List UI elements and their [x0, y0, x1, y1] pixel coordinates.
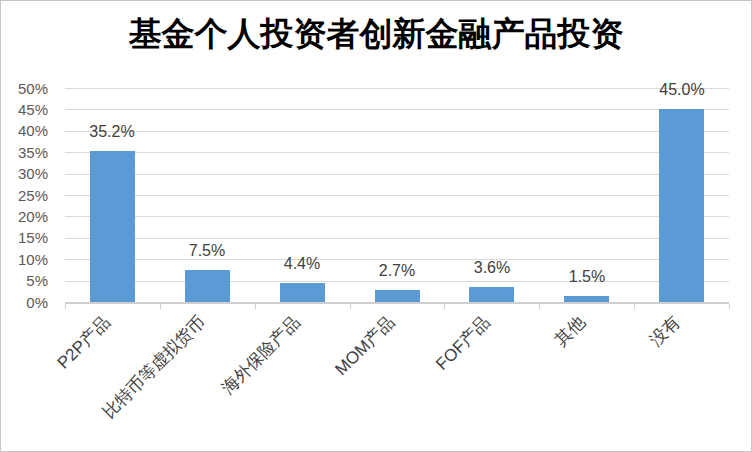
- y-axis-label: 50%: [1, 81, 48, 96]
- x-axis-tick: [634, 304, 635, 309]
- gridline: [65, 88, 729, 89]
- y-axis-label: 35%: [1, 145, 48, 160]
- data-label: 35.2%: [72, 124, 152, 140]
- data-label: 2.7%: [357, 263, 437, 279]
- data-label: 7.5%: [167, 243, 247, 259]
- x-axis-tick: [729, 304, 730, 309]
- x-axis-tick: [444, 304, 445, 309]
- gridline: [65, 131, 729, 132]
- y-axis-label: 40%: [1, 123, 48, 138]
- data-label: 3.6%: [452, 260, 532, 276]
- bar-6: [564, 296, 609, 302]
- x-axis-label: P2P产品: [55, 313, 114, 372]
- data-label: 45.0%: [642, 82, 722, 98]
- x-axis-line: [65, 302, 729, 304]
- x-axis-tick: [255, 304, 256, 309]
- x-axis-tick: [65, 304, 66, 309]
- x-axis-label: FOF产品: [433, 313, 494, 374]
- data-label: 1.5%: [547, 269, 627, 285]
- y-axis-label: 20%: [1, 209, 48, 224]
- y-axis-label: 10%: [1, 252, 48, 267]
- gridline: [65, 216, 729, 217]
- y-axis-label: 5%: [1, 273, 48, 288]
- gridline: [65, 109, 729, 110]
- bar-2: [185, 270, 230, 302]
- data-label: 4.4%: [262, 256, 342, 272]
- x-axis-label: 没有: [647, 313, 684, 350]
- chart-title: 基金个人投资者创新金融产品投资: [1, 12, 751, 57]
- y-axis-label: 15%: [1, 230, 48, 245]
- bar-5: [469, 287, 514, 302]
- gridline: [65, 281, 729, 282]
- bar-1: [90, 151, 135, 302]
- bar-chart: 基金个人投资者创新金融产品投资 0% 5% 10% 15% 20% 25% 30% 35% 40…: [0, 0, 752, 452]
- x-axis-label: 其他: [552, 313, 589, 350]
- gridline: [65, 259, 729, 260]
- x-axis-label: 比特币等虚拟货币: [100, 313, 209, 422]
- x-axis-label: 海外保险产品: [219, 313, 304, 398]
- y-axis-label: 45%: [1, 102, 48, 117]
- y-axis-label: 30%: [1, 166, 48, 181]
- x-axis-tick: [350, 304, 351, 309]
- x-axis-tick: [539, 304, 540, 309]
- bar-7: [659, 109, 704, 302]
- gridline: [65, 195, 729, 196]
- gridline: [65, 238, 729, 239]
- y-axis-label: 25%: [1, 188, 48, 203]
- x-axis-label: MOM产品: [333, 313, 399, 379]
- y-axis-label: 0%: [1, 295, 48, 310]
- gridline: [65, 174, 729, 175]
- bar-3: [280, 283, 325, 302]
- gridline: [65, 152, 729, 153]
- bar-4: [375, 290, 420, 302]
- x-axis-tick: [160, 304, 161, 309]
